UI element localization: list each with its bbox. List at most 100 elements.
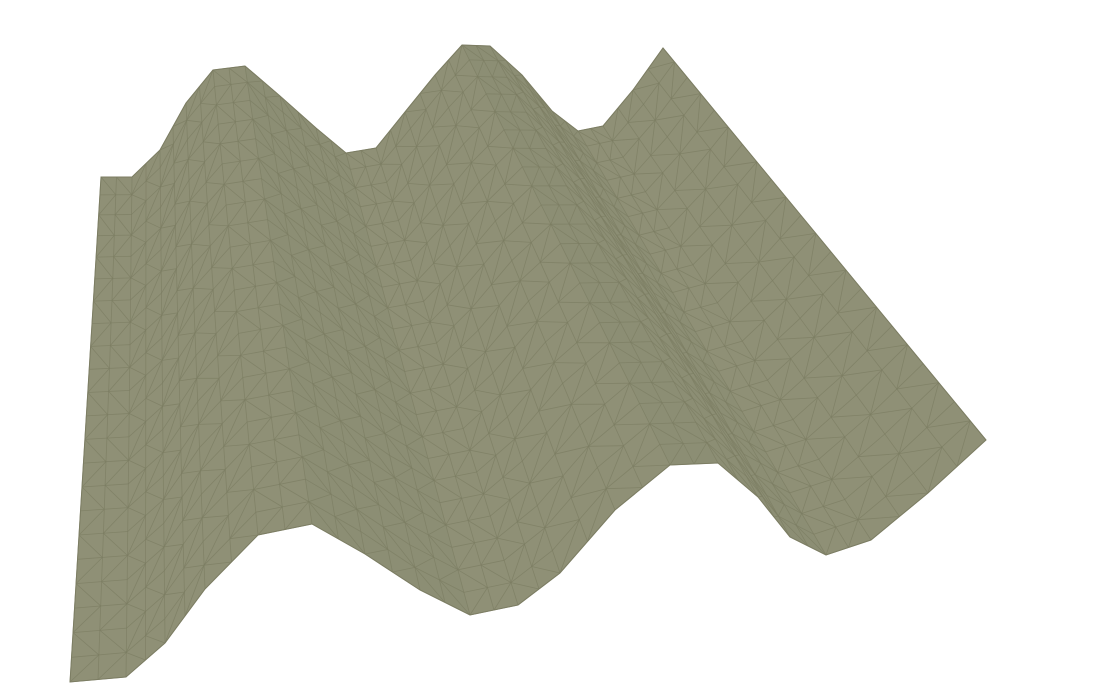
mesh-diagonal bbox=[295, 412, 325, 451]
mesh-edge bbox=[666, 136, 681, 155]
mesh-diagonal bbox=[189, 200, 208, 204]
mesh-edge bbox=[295, 412, 300, 435]
mesh-diagonal bbox=[98, 194, 117, 216]
mesh-diagonal bbox=[469, 411, 482, 451]
mesh-edge bbox=[672, 292, 685, 313]
mesh-edge bbox=[177, 312, 179, 336]
mesh-edge bbox=[491, 284, 500, 306]
mesh-edge bbox=[91, 321, 131, 324]
mesh-diagonal bbox=[334, 156, 356, 188]
mesh-diagonal bbox=[240, 355, 267, 374]
mesh-edge bbox=[273, 261, 278, 283]
mesh-edge bbox=[535, 130, 547, 149]
mesh-diagonal bbox=[657, 208, 688, 210]
mesh-edge bbox=[456, 406, 464, 429]
mesh-edge bbox=[686, 352, 699, 373]
mesh-diagonal bbox=[198, 378, 220, 425]
mesh-edge bbox=[542, 126, 554, 146]
mesh-edge bbox=[273, 439, 278, 462]
mesh-diagonal bbox=[773, 399, 781, 426]
mesh-edge bbox=[476, 471, 484, 495]
mesh-diagonal bbox=[734, 454, 740, 457]
mesh-edge bbox=[258, 158, 262, 179]
mesh-edge bbox=[622, 156, 635, 175]
mesh-diagonal bbox=[445, 498, 463, 526]
mesh-edge bbox=[113, 235, 115, 257]
mesh-edge bbox=[709, 392, 722, 414]
mesh-diagonal bbox=[161, 268, 177, 272]
mesh-edge bbox=[192, 265, 194, 289]
mesh-edge bbox=[186, 120, 188, 140]
mesh-edge bbox=[427, 534, 435, 558]
mesh-edge bbox=[223, 184, 227, 206]
mesh-diagonal bbox=[618, 282, 649, 319]
mesh-edge bbox=[200, 470, 202, 495]
mesh-diagonal bbox=[493, 582, 512, 611]
mesh-diagonal bbox=[201, 469, 226, 518]
mesh-diagonal bbox=[531, 527, 546, 567]
mesh-edge bbox=[657, 282, 670, 303]
mesh-edge bbox=[569, 263, 581, 284]
mesh-diagonal bbox=[347, 346, 366, 352]
mesh-edge bbox=[255, 286, 259, 308]
mesh-diagonal bbox=[599, 196, 626, 226]
mesh-edge bbox=[544, 527, 553, 551]
mesh-edge bbox=[748, 385, 762, 406]
mesh-diagonal bbox=[106, 413, 130, 439]
mesh-edge bbox=[330, 140, 336, 157]
mesh-diagonal bbox=[404, 522, 435, 558]
mesh-diagonal bbox=[340, 415, 361, 422]
mesh-diagonal bbox=[831, 476, 873, 480]
mesh-diagonal bbox=[867, 344, 908, 352]
mesh-edge bbox=[911, 408, 928, 428]
mesh-diagonal bbox=[384, 423, 402, 434]
mesh-diagonal bbox=[108, 367, 131, 392]
mesh-edge bbox=[460, 346, 469, 369]
mesh-edge bbox=[884, 433, 900, 454]
mesh-edge bbox=[189, 201, 192, 223]
mesh-diagonal bbox=[130, 277, 147, 286]
mesh-diagonal bbox=[559, 141, 586, 179]
mesh-diagonal bbox=[467, 493, 484, 521]
mesh-diagonal bbox=[421, 410, 437, 437]
mesh-edge bbox=[323, 333, 329, 356]
mesh-edge bbox=[187, 139, 189, 160]
mesh-diagonal bbox=[160, 225, 176, 272]
mesh-diagonal bbox=[496, 499, 511, 539]
mesh-edge bbox=[522, 166, 533, 187]
mesh-edge bbox=[785, 445, 799, 467]
mesh-edge bbox=[579, 160, 591, 179]
mesh-edge bbox=[339, 175, 345, 195]
mesh-diagonal bbox=[653, 231, 681, 247]
mesh-diagonal bbox=[487, 200, 514, 204]
mesh-edge bbox=[376, 266, 383, 288]
mesh-diagonal bbox=[338, 303, 356, 309]
mesh-diagonal bbox=[831, 436, 846, 480]
mesh-diagonal bbox=[145, 307, 162, 316]
mesh-diagonal bbox=[647, 61, 675, 70]
mesh-edge bbox=[831, 479, 846, 500]
mesh-edge bbox=[737, 282, 752, 302]
mesh-diagonal bbox=[801, 513, 837, 528]
mesh-edge bbox=[522, 368, 532, 390]
mesh-edge bbox=[885, 496, 900, 517]
mesh-diagonal bbox=[522, 222, 551, 225]
mesh-diagonal bbox=[548, 185, 578, 206]
mesh-diagonal bbox=[232, 102, 254, 120]
mesh-diagonal bbox=[630, 321, 642, 343]
mesh-diagonal bbox=[277, 173, 302, 209]
mesh-edge bbox=[292, 390, 297, 413]
mesh-edge bbox=[190, 222, 192, 245]
mesh-edge bbox=[509, 499, 518, 522]
mesh-edge bbox=[562, 383, 572, 405]
mesh-diagonal bbox=[116, 176, 133, 195]
mesh-edge bbox=[795, 525, 809, 547]
mesh-edge bbox=[640, 321, 652, 342]
mesh-diagonal bbox=[312, 181, 329, 186]
mesh-edge bbox=[637, 298, 649, 319]
mesh-edge bbox=[499, 394, 508, 417]
mesh-edge bbox=[395, 146, 402, 165]
mesh-edge bbox=[477, 76, 487, 94]
